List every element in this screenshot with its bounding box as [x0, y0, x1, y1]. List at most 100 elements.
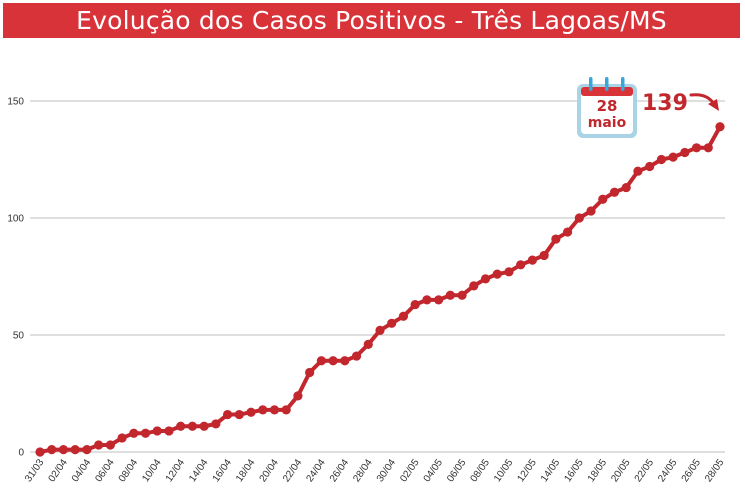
grid-lines	[30, 100, 725, 453]
data-point	[398, 311, 409, 321]
data-point	[527, 255, 538, 265]
y-tick-label: 0	[18, 448, 24, 459]
data-point	[645, 161, 655, 172]
data-point	[469, 281, 479, 291]
data-point	[58, 445, 69, 455]
series-cases	[35, 122, 725, 457]
x-tick-label: 18/04	[234, 457, 258, 484]
data-point	[234, 409, 244, 420]
x-tick-label: 22/05	[633, 457, 657, 484]
data-point	[492, 269, 502, 279]
data-point	[668, 152, 678, 162]
data-point	[328, 356, 338, 366]
data-point	[105, 440, 115, 450]
data-point	[187, 421, 198, 431]
x-tick-label: 31/03	[23, 457, 47, 484]
x-tick-label: 06/05	[445, 457, 469, 484]
x-tick-label: 30/04	[375, 457, 399, 484]
data-point	[586, 206, 596, 216]
x-tick-label: 06/04	[93, 457, 117, 484]
x-tick-label: 04/04	[70, 457, 94, 484]
data-point	[516, 260, 526, 270]
x-tick-label: 24/05	[656, 457, 680, 484]
data-point	[293, 391, 303, 401]
calendar-day: 28	[597, 97, 618, 115]
y-tick-label: 100	[7, 214, 24, 225]
data-point	[574, 213, 584, 223]
data-point	[434, 295, 444, 305]
data-point	[410, 299, 420, 310]
chart-title: Evolução dos Casos Positivos - Três Lago…	[76, 6, 667, 35]
data-point	[422, 295, 432, 305]
data-point	[562, 227, 573, 237]
x-tick-label: 02/05	[398, 457, 422, 484]
x-tick-label: 16/05	[562, 457, 586, 484]
data-point	[222, 409, 233, 420]
data-point	[480, 274, 491, 284]
x-tick-label: 18/05	[586, 457, 610, 484]
data-point	[82, 445, 92, 455]
data-point	[117, 433, 127, 443]
callout-value: 139	[642, 91, 688, 116]
data-point	[445, 290, 455, 300]
data-point	[47, 445, 57, 455]
data-point	[176, 421, 186, 431]
x-tick-label: 20/05	[609, 457, 633, 484]
data-point	[551, 234, 561, 244]
data-point	[621, 182, 631, 193]
data-point	[340, 356, 350, 366]
data-point	[598, 194, 608, 204]
y-tick-label: 150	[7, 97, 24, 108]
data-point	[94, 440, 104, 450]
data-point	[164, 426, 174, 436]
data-point	[715, 122, 725, 132]
x-tick-label: 14/05	[539, 457, 563, 484]
x-tick-label: 26/05	[680, 457, 704, 484]
x-tick-label: 14/04	[187, 457, 211, 484]
data-point	[211, 419, 221, 429]
data-point	[281, 405, 291, 415]
x-tick-label: 12/04	[164, 457, 188, 484]
x-tick-label: 10/05	[492, 457, 516, 484]
data-point	[140, 428, 151, 438]
x-tick-label: 28/05	[703, 457, 727, 484]
x-tick-label: 08/04	[117, 457, 141, 484]
title-banner: Evolução dos Casos Positivos - Três Lago…	[3, 3, 740, 38]
data-point	[70, 445, 80, 455]
y-tick-label: 50	[13, 331, 25, 342]
data-point	[316, 356, 326, 366]
calendar-icon: 28 maio	[577, 77, 637, 138]
series-line	[39, 125, 722, 454]
data-point	[269, 405, 280, 415]
x-tick-label: 08/05	[469, 457, 493, 484]
data-point	[258, 405, 268, 415]
data-point	[656, 154, 666, 165]
data-point	[387, 318, 397, 328]
x-tick-label: 04/05	[422, 457, 446, 484]
x-tick-label: 24/04	[304, 457, 328, 484]
data-point	[152, 426, 162, 436]
data-point	[457, 290, 467, 300]
data-point	[246, 407, 256, 417]
data-point	[691, 143, 702, 153]
x-tick-label: 20/04	[258, 457, 282, 484]
x-tick-label: 22/04	[281, 457, 305, 484]
x-tick-label: 10/04	[140, 457, 164, 484]
data-point	[363, 339, 373, 349]
x-tick-label: 26/04	[328, 457, 352, 484]
x-tick-label: 02/04	[47, 457, 71, 484]
y-axis-ticks: 0 50 100 150	[7, 97, 24, 459]
data-point	[703, 143, 713, 153]
x-tick-label: 12/05	[516, 457, 540, 484]
data-point	[375, 325, 385, 335]
x-axis-ticks: 31/03 02/04 04/04 06/04 08/04 10/04 12/04 14/04…	[23, 457, 727, 484]
calendar-month: maio	[588, 115, 627, 131]
data-point	[199, 421, 209, 431]
x-tick-label: 16/04	[211, 457, 235, 484]
data-point	[129, 428, 139, 438]
data-point	[539, 250, 549, 261]
arrow-head	[708, 99, 719, 111]
data-point	[305, 367, 315, 378]
data-point	[504, 267, 514, 277]
x-tick-label: 28/04	[351, 457, 375, 484]
